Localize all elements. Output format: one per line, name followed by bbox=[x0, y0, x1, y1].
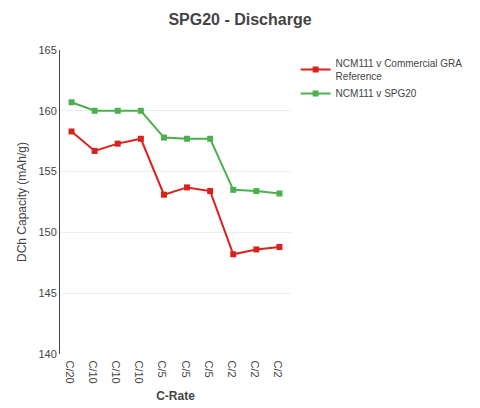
svg-text:C/10: C/10 bbox=[87, 361, 99, 384]
svg-text:C/10: C/10 bbox=[110, 361, 122, 384]
svg-text:C/2: C/2 bbox=[272, 361, 284, 378]
svg-text:155: 155 bbox=[38, 165, 56, 177]
svg-text:C/20: C/20 bbox=[64, 361, 76, 384]
svg-text:C/10: C/10 bbox=[133, 361, 145, 384]
svg-text:NCM111 v Commercial GRAReferen: NCM111 v Commercial GRAReference bbox=[336, 58, 463, 82]
svg-text:DCh Capacity (mAh/g): DCh Capacity (mAh/g) bbox=[15, 142, 29, 262]
svg-text:C/5: C/5 bbox=[180, 361, 192, 378]
svg-text:C/5: C/5 bbox=[156, 361, 168, 378]
svg-text:140: 140 bbox=[38, 348, 56, 360]
svg-text:C/2: C/2 bbox=[226, 361, 238, 378]
svg-text:165: 165 bbox=[38, 44, 56, 56]
svg-text:SPG20 - Discharge: SPG20 - Discharge bbox=[168, 11, 311, 28]
svg-text:150: 150 bbox=[38, 226, 56, 238]
svg-text:NCM111 v SPG20: NCM111 v SPG20 bbox=[336, 88, 417, 99]
svg-text:C/2: C/2 bbox=[249, 361, 261, 378]
svg-text:C/5: C/5 bbox=[203, 361, 215, 378]
svg-text:145: 145 bbox=[38, 287, 56, 299]
svg-text:C-Rate: C-Rate bbox=[156, 389, 195, 403]
svg-text:160: 160 bbox=[38, 105, 56, 117]
